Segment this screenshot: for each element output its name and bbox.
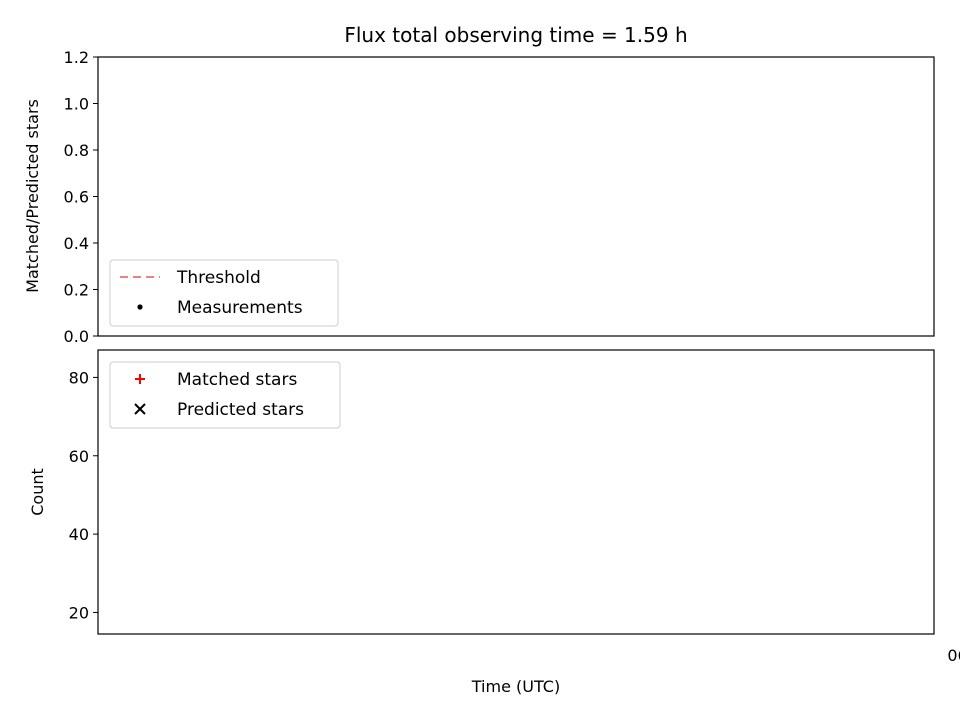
chart-title: Flux total observing time = 1.59 h [344,23,687,47]
legend-predicted-swatch [134,403,146,415]
legend-label: Predicted stars [177,400,304,420]
legend-matched-swatch [135,374,145,384]
bottom-plot-frame [97,349,935,635]
top-y-tick-label: 0.6 [64,188,89,207]
top-y-tick-label: 0.2 [64,281,89,300]
top-legend-box [109,259,339,327]
top-y-tick-label: 1.0 [64,95,89,114]
legend-measurements-swatch [137,304,143,310]
bottom-panel: 2040608016:0018:0020:0022:0000:0002:0004… [28,349,960,696]
top-y-tick-label: 1.2 [64,48,89,67]
bottom-y-tick-label: 80 [69,368,89,387]
legend-label: Threshold [176,268,261,288]
top-panel: 0.0 0.2 0.4 0.6 0.8 1.0 1.2 Matched/Predicted … [23,48,935,346]
bottom-legend-box [109,361,341,429]
top-y-tick-label: 0.0 [64,327,89,346]
top-axis-layer: 0.0 0.2 0.4 0.6 0.8 1.0 1.2 [64,48,98,346]
bottom-axis-layer: 2040608016:0018:0020:0022:0000:0002:0004… [69,368,960,665]
legend-label: Matched stars [177,370,297,390]
top-legend: Threshold Measurements [109,259,339,327]
top-y-tick-label: 0.4 [64,234,89,253]
bottom-legend: Matched stars Predicted stars [109,361,341,429]
x-axis-label: Time (UTC) [471,677,560,696]
bottom-y-axis-label: Count [28,468,47,516]
x-tick-label: 06:00 [947,646,960,665]
bottom-y-tick-label: 60 [69,447,89,466]
bottom-y-tick-label: 40 [69,525,89,544]
legend-label: Measurements [177,298,303,318]
top-y-axis-label: Matched/Predicted stars [23,99,42,293]
top-y-tick-label: 0.8 [64,141,89,160]
bottom-y-tick-label: 20 [69,603,89,622]
